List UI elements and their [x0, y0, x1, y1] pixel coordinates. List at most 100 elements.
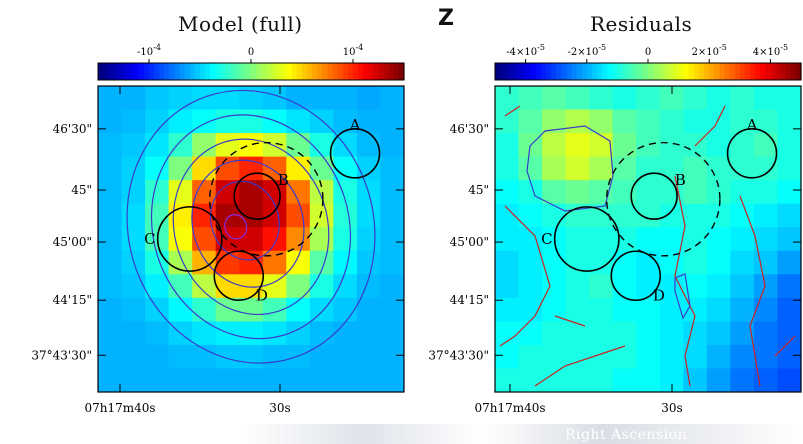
heatmap-cell [636, 297, 661, 322]
heatmap-cell [215, 133, 240, 158]
heatmap-cell [192, 321, 217, 346]
colorbar-segment [535, 63, 542, 80]
heatmap-cell [518, 180, 543, 205]
heatmap-cell [121, 368, 146, 393]
colorbar-segment [617, 63, 624, 80]
heatmap-cell [495, 156, 520, 181]
heatmap-cell [753, 321, 778, 346]
heatmap-cell [659, 321, 684, 346]
colorbar-segment [230, 63, 237, 80]
heatmap-cell [565, 274, 590, 299]
colorbar-segment [744, 63, 751, 80]
source-label-c: C [541, 230, 552, 248]
colorbar-segment [159, 63, 165, 80]
heatmap-cell [286, 297, 311, 322]
heatmap-cell [777, 227, 802, 252]
heatmap-cell [542, 133, 567, 158]
colorbar-segment [194, 63, 201, 80]
colorbar-segment [342, 63, 349, 80]
heatmap-cell [636, 203, 661, 228]
heatmap-cell [262, 321, 287, 346]
heatmap-cell [753, 344, 778, 369]
colorbar-segment [709, 63, 715, 80]
colorbar-segment [215, 63, 221, 80]
residuals-panel-title: Residuals [590, 12, 693, 36]
colorbar-segment [363, 63, 369, 80]
residual-contour-positive [774, 335, 796, 357]
colorbar-segment [576, 63, 583, 80]
colorbar-segment [540, 63, 547, 80]
model-panel-title: Model (full) [178, 12, 303, 36]
source-label-a: A [746, 116, 758, 134]
heatmap-cell [309, 203, 334, 228]
heatmap-cell [168, 86, 193, 111]
colorbar-segment [632, 63, 639, 80]
colorbar-segment [678, 63, 685, 80]
colorbar-segment [602, 63, 608, 80]
colorbar-segment [393, 63, 400, 80]
heatmap-cell [706, 297, 731, 322]
heatmap-cell [589, 109, 614, 134]
colorbar-segment [138, 63, 145, 80]
colorbar-segment [780, 63, 787, 80]
heatmap-cell [518, 344, 543, 369]
colorbar-segment [790, 63, 797, 80]
colorbar-segment [317, 63, 323, 80]
heatmap-cell [495, 250, 520, 275]
heatmap-cell [518, 321, 543, 346]
heatmap-cell [589, 180, 614, 205]
source-label-a: A [349, 116, 361, 134]
heatmap-cell [262, 344, 287, 369]
heatmap-cell [239, 180, 264, 205]
contour-line [191, 159, 305, 288]
heatmap-cell [192, 156, 217, 181]
colorbar-segment [683, 63, 690, 80]
colorbar-segment [103, 63, 109, 80]
heatmap-cell [542, 250, 567, 275]
heatmap-cell [145, 133, 170, 158]
y-tick-label: 45'00" [450, 235, 489, 249]
heatmap-cell [730, 250, 755, 275]
heatmap-cell [706, 86, 731, 111]
heatmap-cell [753, 227, 778, 252]
heatmap-cell [192, 227, 217, 252]
heatmap-cell [659, 344, 684, 369]
heatmap-cell [356, 86, 381, 111]
heatmap-cell [612, 203, 637, 228]
heatmap-cell [636, 274, 661, 299]
colorbar-segment [398, 63, 405, 80]
colorbar-segment [795, 63, 802, 80]
heatmap-cell [215, 344, 240, 369]
colorbar-segment [699, 63, 705, 80]
heatmap-cell [215, 203, 240, 228]
colorbar-segment [688, 63, 695, 80]
heatmap-cell [753, 250, 778, 275]
heatmap-cell [356, 297, 381, 322]
colorbar-segment [500, 63, 506, 80]
heatmap-cell [565, 344, 590, 369]
heatmap-cell [518, 156, 543, 181]
colorbar-segment [566, 63, 573, 80]
heatmap-cell [309, 368, 334, 393]
heatmap-cell [518, 109, 543, 134]
heatmap-cell [380, 156, 405, 181]
heatmap-cell [542, 180, 567, 205]
heatmap-cell [262, 274, 287, 299]
model-panel: -10-4 0 10-4 A B C D 46'30" 45" 45'00" 44'15" 37°43… [31, 43, 405, 415]
heatmap-cell [121, 86, 146, 111]
colorbar-segment [205, 63, 211, 80]
colorbar-segment [133, 63, 140, 80]
heatmap-cell [262, 227, 287, 252]
heatmap-cell [262, 133, 287, 158]
heatmap-cell [777, 109, 802, 134]
colorbar-segment [586, 63, 593, 80]
colorbar-tick-label: 2×10-5 [692, 43, 727, 58]
colorbar-segment [561, 63, 567, 80]
heatmap-cell [612, 250, 637, 275]
heatmap-cell [777, 368, 802, 393]
heatmap-cell [589, 227, 614, 252]
colorbar-segment [245, 63, 252, 80]
heatmap-cell [542, 86, 567, 111]
colorbar-tick-label: -2×10-5 [567, 43, 606, 58]
heatmap-cell [706, 274, 731, 299]
